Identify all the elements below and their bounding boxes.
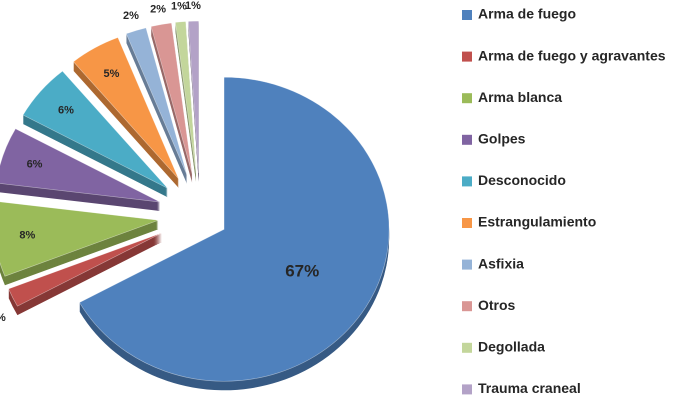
- slice: [150, 22, 193, 174]
- legend-label: Estrangulamiento: [478, 214, 596, 230]
- legend-label: Asfixia: [478, 255, 524, 271]
- pie-label: 5%: [103, 68, 119, 80]
- legend-label: Desconocido: [478, 172, 566, 188]
- slice: [175, 21, 197, 174]
- legend-label: Otros: [478, 297, 516, 313]
- legend-swatch: [462, 259, 472, 270]
- legend-label: Degollada: [478, 339, 545, 355]
- slice-side: [175, 25, 197, 178]
- pie-label: 1%: [185, 0, 201, 12]
- legend-swatch: [462, 134, 472, 145]
- slice-side: [175, 24, 197, 177]
- legend-swatch: [462, 93, 472, 104]
- slice: [188, 20, 199, 174]
- slice-side: [175, 29, 197, 182]
- legend-swatch: [462, 384, 472, 395]
- legend-swatch: [462, 10, 472, 20]
- slice: [0, 128, 161, 203]
- slice: [73, 37, 179, 180]
- slice: [79, 76, 390, 382]
- slice-side: [175, 28, 197, 181]
- legend-swatch: [462, 51, 472, 62]
- pie-label: 2%: [123, 10, 139, 22]
- pie-label: 2%: [150, 3, 166, 15]
- slice: [125, 27, 188, 176]
- legend-swatch: [462, 342, 472, 353]
- pie-label: 6%: [27, 158, 43, 170]
- slice: [0, 201, 159, 277]
- legend-swatch: [462, 176, 472, 187]
- legend-label: Golpes: [478, 131, 526, 147]
- pie-label: 2%: [0, 312, 6, 324]
- slice-side: [175, 27, 197, 180]
- slice-side: [175, 30, 197, 183]
- legend-label: Trauma craneal: [478, 380, 581, 396]
- pie-label: 67%: [285, 261, 319, 280]
- legend-swatch: [462, 218, 472, 228]
- slice: [8, 232, 163, 307]
- pie-label: 1%: [171, 1, 187, 13]
- slice-side: [175, 26, 197, 179]
- slice: [22, 70, 168, 189]
- pie-label: 8%: [19, 229, 35, 241]
- legend-swatch: [462, 301, 472, 312]
- legend-label: Arma blanca: [478, 89, 562, 105]
- pie-label: 6%: [58, 105, 74, 117]
- legend-label: Arma de fuego y agravantes: [478, 47, 666, 63]
- legend-label: Arma de fuego: [478, 6, 576, 22]
